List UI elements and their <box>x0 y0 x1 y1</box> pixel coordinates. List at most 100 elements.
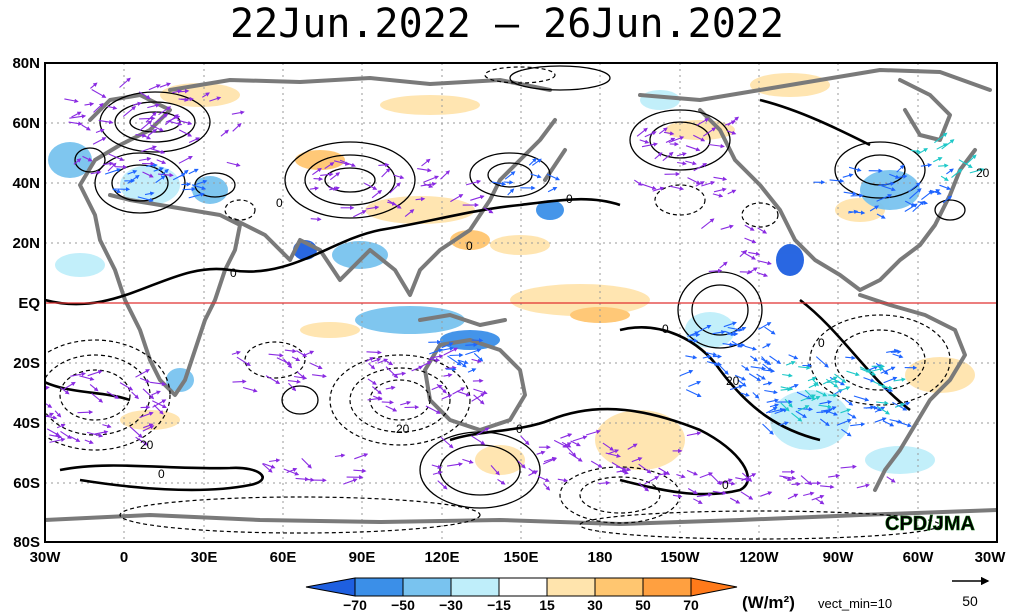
flux-vector <box>942 195 953 204</box>
flux-vector <box>366 205 380 210</box>
flux-vector <box>741 472 753 482</box>
flux-vector <box>912 200 925 213</box>
flux-vector <box>676 473 686 479</box>
flux-vector <box>686 431 702 437</box>
flux-vector <box>756 373 766 380</box>
flux-vector <box>91 392 104 403</box>
flux-vector <box>68 121 83 126</box>
flux-vector <box>276 357 292 365</box>
flux-vector <box>147 103 161 109</box>
flux-vector <box>853 395 870 402</box>
flux-vector <box>886 348 899 354</box>
flux-vector <box>744 224 755 231</box>
flux-vector <box>441 394 453 400</box>
flux-vector <box>393 174 405 180</box>
flux-vector <box>878 181 895 187</box>
flux-vector <box>665 137 676 143</box>
flux-vector <box>309 186 320 191</box>
flux-vector <box>946 168 954 175</box>
flux-vector <box>63 381 76 390</box>
flux-vector <box>687 177 701 185</box>
flux-vector <box>844 399 854 406</box>
flux-vector <box>310 362 323 370</box>
flux-vector <box>896 420 912 428</box>
flux-vector <box>84 102 95 107</box>
flux-vector <box>364 182 378 190</box>
flux-vector <box>108 153 125 161</box>
flux-vector <box>744 237 757 244</box>
flux-vector <box>720 481 736 486</box>
flux-vector <box>686 469 699 476</box>
flux-vector <box>785 360 796 366</box>
flux-vector <box>429 348 443 355</box>
colorbar-unit-label: (W/m²) <box>742 593 795 612</box>
flux-vector <box>153 404 164 415</box>
contour-label: 0 <box>276 196 283 210</box>
flux-vector <box>708 143 725 149</box>
flux-vector <box>819 418 830 427</box>
flux-vector <box>366 350 382 355</box>
flux-vector <box>142 171 154 178</box>
flux-vector <box>45 402 53 408</box>
flux-vector <box>283 468 300 476</box>
flux-vector <box>615 466 632 472</box>
flux-vector <box>178 155 193 164</box>
flux-vector <box>815 390 828 397</box>
flux-vector <box>757 260 772 266</box>
flux-vector <box>719 478 733 485</box>
wave-activity-flux-vectors <box>45 77 985 505</box>
flux-vector <box>735 477 751 482</box>
colorbar-segment <box>354 577 404 597</box>
flux-vector <box>54 410 62 418</box>
flux-vector <box>636 127 648 137</box>
vector-threshold-label: vect_min=10 <box>818 596 892 611</box>
flux-vector <box>652 186 665 192</box>
flux-vector <box>242 386 258 393</box>
flux-vector <box>384 359 394 366</box>
flux-vector <box>803 491 815 497</box>
flux-vector <box>874 417 887 423</box>
flux-vector <box>471 435 486 445</box>
flux-vector <box>685 355 698 360</box>
flux-vector <box>819 400 833 405</box>
flux-vector <box>284 348 297 354</box>
flux-vector <box>696 492 713 498</box>
flux-vector <box>590 460 603 468</box>
flux-vector <box>119 382 134 391</box>
flux-vector <box>147 128 158 136</box>
flux-vector <box>287 379 302 384</box>
contour-label: 20 <box>396 422 410 436</box>
credit-label: CPD/JMA <box>885 513 975 535</box>
flux-vector <box>473 352 484 362</box>
flux-vector <box>92 137 107 145</box>
lat-tick-label: 20S <box>13 355 40 372</box>
colorbar-segment <box>450 577 500 597</box>
flux-vector <box>693 163 708 172</box>
lon-tick-label: 90W <box>823 549 855 566</box>
flux-vector <box>760 358 772 365</box>
flux-vector <box>188 168 199 175</box>
flux-vector <box>517 460 526 469</box>
flux-vector <box>607 449 620 455</box>
flux-vector <box>658 127 668 135</box>
flux-vector <box>764 389 778 395</box>
flux-vector <box>443 373 453 378</box>
flux-vector <box>748 373 762 382</box>
flux-vector <box>939 184 952 191</box>
contour-label: 20 <box>140 438 154 452</box>
lat-tick-label: 60S <box>13 475 40 492</box>
flux-vector <box>139 116 156 121</box>
flux-vector <box>226 161 241 167</box>
contour-label: 0 <box>466 239 473 253</box>
flux-vector <box>152 399 167 408</box>
flux-vector <box>969 167 985 174</box>
flux-vector <box>528 470 539 476</box>
flux-vector <box>708 361 720 366</box>
flux-vector <box>153 167 165 172</box>
flux-vector <box>712 330 726 335</box>
flux-vector <box>693 134 706 142</box>
flux-vector <box>750 355 758 362</box>
flux-vector <box>633 179 643 186</box>
flux-vector <box>107 105 118 110</box>
flux-vector <box>958 159 973 168</box>
